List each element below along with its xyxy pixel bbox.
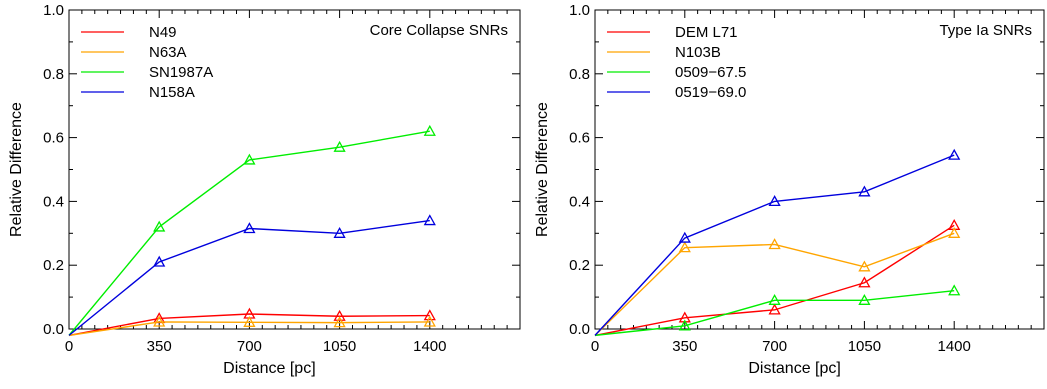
y-tick-label: 1.0 <box>569 2 590 19</box>
y-tick-label: 0.4 <box>569 193 590 210</box>
series-line <box>68 313 430 337</box>
data-point-marker <box>948 284 961 296</box>
panel-2: 0 350 700 1050 1400 0.0 0.2 0.4 0.6 0.8 1.0 Distanc… <box>534 2 1045 377</box>
x-axis-title: Distance [pc] <box>748 360 840 377</box>
x-tick-label: 1400 <box>938 338 971 355</box>
plot-frame <box>594 9 1045 330</box>
legend-label: N63A <box>149 44 187 61</box>
x-tick-label: 1050 <box>848 338 881 355</box>
legend-label: N103B <box>675 44 721 61</box>
series-line <box>594 154 955 336</box>
data-point-marker <box>333 226 346 238</box>
series-3 <box>594 284 961 337</box>
x-axis-title: Distance [pc] <box>223 360 315 377</box>
y-axis-title: Relative Difference <box>8 102 25 237</box>
data-point-marker <box>858 293 871 305</box>
x-tick-label: 350 <box>147 338 172 355</box>
data-point-marker <box>948 148 961 160</box>
data-point-marker <box>948 226 961 238</box>
data-point-marker <box>243 315 256 327</box>
series-3 <box>68 124 436 336</box>
series-line <box>68 321 430 337</box>
data-point-marker <box>768 238 781 250</box>
data-point-marker <box>678 241 691 253</box>
data-point-marker <box>333 140 346 152</box>
series-4 <box>594 148 961 336</box>
data-point-marker <box>678 319 691 331</box>
series-4 <box>68 214 436 336</box>
panel-title: Type Ia SNRs <box>939 22 1032 39</box>
data-point-marker <box>768 303 781 315</box>
panel-title: Core Collapse SNRs <box>370 22 508 39</box>
y-tick-label: 0.6 <box>43 130 64 147</box>
data-point-marker <box>858 185 871 197</box>
y-tick-label: 0.4 <box>43 193 64 210</box>
data-point-marker <box>243 153 256 165</box>
y-tick-label: 0.0 <box>43 321 64 338</box>
x-tick-label: 1400 <box>413 338 446 355</box>
legend-label: N49 <box>149 24 177 41</box>
data-point-marker <box>423 315 436 327</box>
series-line <box>594 232 955 336</box>
x-tick-label: 700 <box>762 338 787 355</box>
legend-label: SN1987A <box>149 64 213 81</box>
x-tick-label: 0 <box>65 338 73 355</box>
legend-label: 0519−69.0 <box>675 84 746 101</box>
data-point-marker <box>423 124 436 136</box>
data-point-marker <box>768 293 781 305</box>
legend-label: 0509−67.5 <box>675 64 746 81</box>
x-tick-label: 700 <box>237 338 262 355</box>
series-line <box>594 224 955 337</box>
x-tick-label: 1050 <box>323 338 356 355</box>
data-point-marker <box>423 214 436 226</box>
x-tick-label: 0 <box>591 338 599 355</box>
y-tick-label: 0.8 <box>569 66 590 83</box>
series-1 <box>594 218 961 337</box>
data-point-marker <box>858 276 871 288</box>
legend-label: N158A <box>149 84 195 101</box>
data-point-marker <box>423 309 436 321</box>
data-point-marker <box>153 315 166 327</box>
data-point-marker <box>678 231 691 243</box>
series-2 <box>594 226 961 336</box>
y-tick-label: 0.2 <box>43 257 64 274</box>
x-tick-label: 350 <box>672 338 697 355</box>
data-point-marker <box>153 255 166 267</box>
data-point-marker <box>858 260 871 272</box>
data-point-marker <box>153 220 166 232</box>
series-line <box>68 130 430 336</box>
series-line <box>68 219 430 336</box>
y-tick-label: 1.0 <box>43 2 64 19</box>
data-point-marker <box>333 309 346 321</box>
series-1 <box>68 307 436 337</box>
y-tick-label: 0.8 <box>43 66 64 83</box>
panel-1: 0 350 700 1050 1400 0.0 0.2 0.4 0.6 0.8 1.0 Distanc… <box>8 2 521 377</box>
legend-label: DEM L71 <box>675 24 738 41</box>
y-tick-label: 0.0 <box>569 321 590 338</box>
data-point-marker <box>243 222 256 234</box>
y-tick-label: 0.2 <box>569 257 590 274</box>
data-point-marker <box>333 316 346 328</box>
y-tick-label: 0.6 <box>569 130 590 147</box>
series-line <box>594 290 955 337</box>
series-2 <box>68 315 436 337</box>
y-axis-title: Relative Difference <box>534 102 551 237</box>
data-point-marker <box>768 195 781 207</box>
